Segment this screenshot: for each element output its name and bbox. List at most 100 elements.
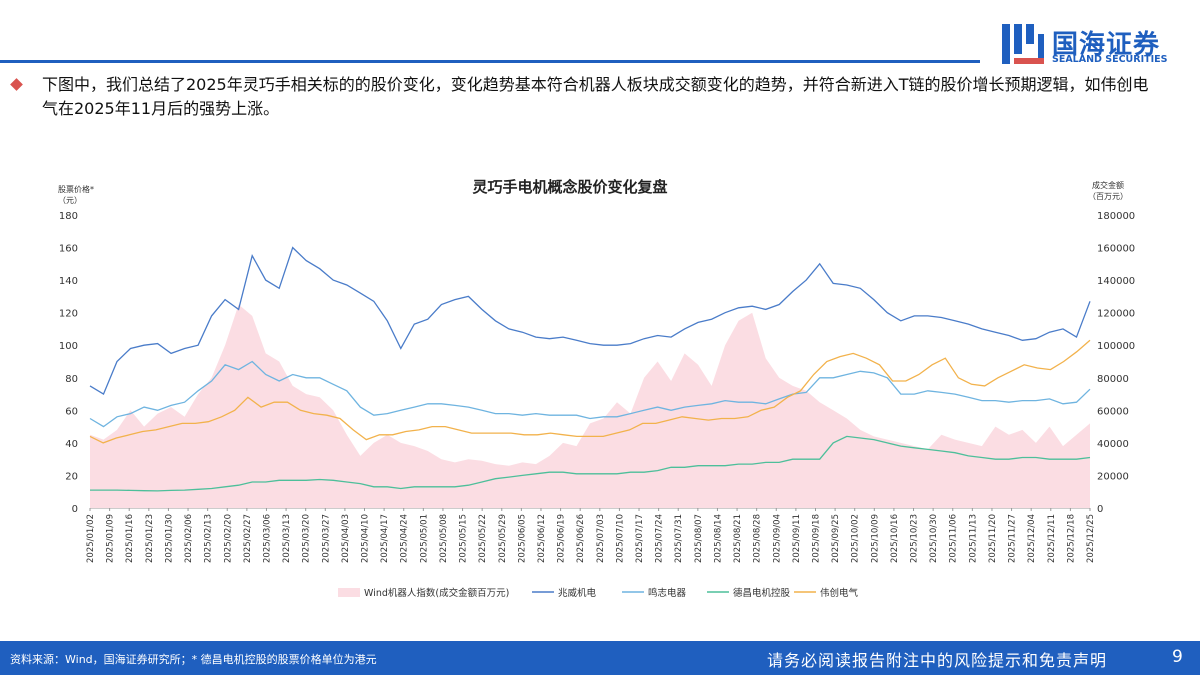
x-tick-label: 2025/05/22 xyxy=(478,514,488,563)
y-tick-left: 180 xyxy=(59,211,78,222)
legend-item-robot-index: Wind机器人指数(成交金额百万元) xyxy=(364,587,509,599)
x-tick-label: 2025/03/06 xyxy=(262,514,272,563)
x-tick-label: 2025/01/16 xyxy=(125,514,135,563)
x-tick-label: 2025/03/27 xyxy=(321,514,331,563)
x-tick-label: 2025/06/19 xyxy=(557,514,567,563)
x-tick-label: 2025/02/06 xyxy=(184,514,194,563)
company-logo: 国海证券 SEALAND SECURITIES xyxy=(1000,22,1190,66)
y-tick-left: 40 xyxy=(65,439,78,450)
x-tick-label: 2025/10/30 xyxy=(929,514,939,563)
intro-paragraph: 下图中，我们总结了2025年灵巧手相关标的的股价变化，变化趋势基本符合机器人板块… xyxy=(42,75,1149,118)
x-tick-label: 2025/10/02 xyxy=(851,514,861,563)
x-tick-label: 2025/11/20 xyxy=(988,514,998,563)
x-tick-label: 2025/06/12 xyxy=(537,514,547,563)
legend-item-zhaowei: 兆威机电 xyxy=(558,587,597,599)
x-tick-label: 2025/10/23 xyxy=(910,514,920,563)
x-tick-label: 2025/07/24 xyxy=(655,514,665,563)
y-tick-right: 40000 xyxy=(1097,439,1129,450)
x-tick-label: 2025/02/27 xyxy=(243,514,253,563)
series-line-weichuang xyxy=(89,339,1091,444)
y-tick-right: 140000 xyxy=(1097,276,1135,287)
y-axis-right-label: 成交金额 xyxy=(1092,180,1124,190)
x-tick-label: 2025/03/13 xyxy=(282,514,292,563)
y-tick-left: 80 xyxy=(65,374,78,385)
series-line-dechang xyxy=(90,435,1091,492)
x-tick-label: 2025/05/29 xyxy=(498,514,508,563)
chart-title: 灵巧手电机概念股价变化复盘 xyxy=(472,178,667,196)
x-tick-label: 2025/07/17 xyxy=(635,514,645,563)
x-tick-label: 2025/08/14 xyxy=(713,514,723,563)
page-number: 9 xyxy=(1172,647,1183,667)
header-rule xyxy=(0,60,980,63)
x-tick-label: 2025/02/20 xyxy=(223,514,233,563)
x-tick-label: 2025/05/08 xyxy=(439,514,449,563)
x-tick-label: 2025/07/31 xyxy=(674,514,684,563)
x-tick-label: 2025/01/30 xyxy=(164,514,174,563)
x-tick-label: 2025/09/11 xyxy=(792,514,802,563)
x-tick-label: 2025/11/13 xyxy=(968,514,978,563)
footer-source: 资料来源：Wind，国海证券研究所；* 德昌电机控股的股票价格单位为港元 xyxy=(10,653,377,666)
x-tick-label: 2025/09/25 xyxy=(831,514,841,563)
area-series-robot-index xyxy=(90,304,1090,508)
x-tick-label: 2025/07/10 xyxy=(615,514,625,563)
series-line-zhaowei xyxy=(89,246,1091,396)
x-tick-label: 2025/05/01 xyxy=(419,514,429,563)
x-tick-label: 2025/08/21 xyxy=(733,514,743,563)
x-tick-label: 2025/12/04 xyxy=(1027,514,1037,563)
x-tick-label: 2025/12/18 xyxy=(1066,514,1076,563)
y-tick-left: 20 xyxy=(65,471,78,482)
y-tick-right: 120000 xyxy=(1097,309,1135,320)
footer-disclaimer: 请务必阅读报告附注中的风险提示和免责声明 xyxy=(767,651,1108,670)
logo-text-cn: 国海证券 xyxy=(1052,30,1161,60)
y-tick-right: 60000 xyxy=(1097,406,1129,417)
legend-swatch-robot-index xyxy=(338,588,360,597)
y-tick-left: 160 xyxy=(59,244,78,255)
legend-item-mingzhi: 鸣志电器 xyxy=(648,587,687,599)
y-tick-right: 80000 xyxy=(1097,374,1129,385)
y-axis-left-unit: （元） xyxy=(58,196,82,205)
y-tick-right: 180000 xyxy=(1097,211,1135,222)
y-tick-left: 100 xyxy=(59,341,78,352)
legend-item-weichuang: 伟创电气 xyxy=(820,587,859,599)
x-tick-label: 2025/08/28 xyxy=(753,514,763,563)
y-tick-left: 120 xyxy=(59,309,78,320)
x-tick-label: 2025/04/03 xyxy=(341,514,351,563)
x-tick-label: 2025/04/17 xyxy=(380,514,390,563)
y-tick-left: 140 xyxy=(59,276,78,287)
x-tick-label: 2025/10/16 xyxy=(890,514,900,563)
logo-text-en: SEALAND SECURITIES xyxy=(1052,54,1168,65)
y-axis-right-unit: （百万元） xyxy=(1088,192,1128,201)
y-tick-right: 20000 xyxy=(1097,471,1129,482)
footer-bar: 资料来源：Wind，国海证券研究所；* 德昌电机控股的股票价格单位为港元 请务必… xyxy=(0,641,1200,675)
x-tick-label: 2025/11/06 xyxy=(949,514,959,563)
x-tick-label: 2025/04/24 xyxy=(400,514,410,563)
logo-mark-icon xyxy=(1002,24,1044,64)
x-tick-label: 2025/08/07 xyxy=(694,514,704,563)
x-tick-label: 2025/03/20 xyxy=(302,514,312,563)
x-tick-label: 2025/02/13 xyxy=(204,514,214,563)
x-tick-label: 2025/11/27 xyxy=(1008,514,1018,563)
y-axis-left-label: 股票价格* xyxy=(58,184,94,194)
y-tick-left: 60 xyxy=(65,406,78,417)
x-tick-label: 2025/09/18 xyxy=(811,514,821,563)
x-tick-label: 2025/06/05 xyxy=(517,514,527,563)
stock-price-chart: 灵巧手电机概念股价变化复盘 股票价格* （元） 成交金额 （百万元） 0 20 40 60 80 1… xyxy=(58,178,1135,599)
bullet-diamond-icon xyxy=(10,78,23,91)
x-tick-label: 2025/12/11 xyxy=(1047,514,1057,563)
x-tick-label: 2025/05/15 xyxy=(459,514,469,563)
y-tick-right: 100000 xyxy=(1097,341,1135,352)
legend-item-dechang: 德昌电机控股 xyxy=(733,587,791,599)
x-tick-label: 2025/07/03 xyxy=(596,514,606,563)
x-tick-label: 2025/04/10 xyxy=(361,514,371,563)
series-line-mingzhi xyxy=(89,360,1091,428)
x-tick-label: 2025/10/09 xyxy=(870,514,880,563)
x-tick-label: 2025/12/25 xyxy=(1086,514,1096,563)
x-tick-label: 2025/06/26 xyxy=(576,514,586,563)
x-tick-label: 2025/01/02 xyxy=(86,514,96,563)
y-tick-left: 0 xyxy=(72,504,78,515)
x-tick-label: 2025/09/04 xyxy=(772,514,782,563)
x-tick-label: 2025/01/23 xyxy=(145,514,155,563)
y-tick-right: 160000 xyxy=(1097,244,1135,255)
y-tick-right: 0 xyxy=(1097,504,1103,515)
x-tick-label: 2025/01/09 xyxy=(106,514,116,563)
